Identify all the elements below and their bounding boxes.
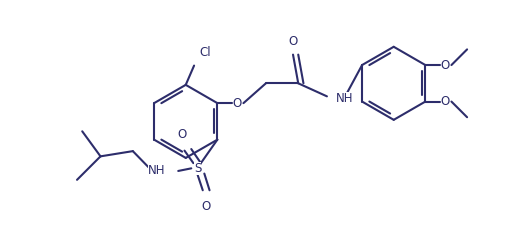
Text: O: O <box>288 35 298 48</box>
Text: Cl: Cl <box>199 46 211 59</box>
Text: O: O <box>440 59 450 71</box>
Text: O: O <box>440 95 450 108</box>
Text: NH: NH <box>148 164 165 178</box>
Text: O: O <box>201 200 211 213</box>
Text: O: O <box>232 97 242 110</box>
Text: S: S <box>194 162 201 175</box>
Text: NH: NH <box>336 93 354 105</box>
Text: O: O <box>177 128 186 141</box>
